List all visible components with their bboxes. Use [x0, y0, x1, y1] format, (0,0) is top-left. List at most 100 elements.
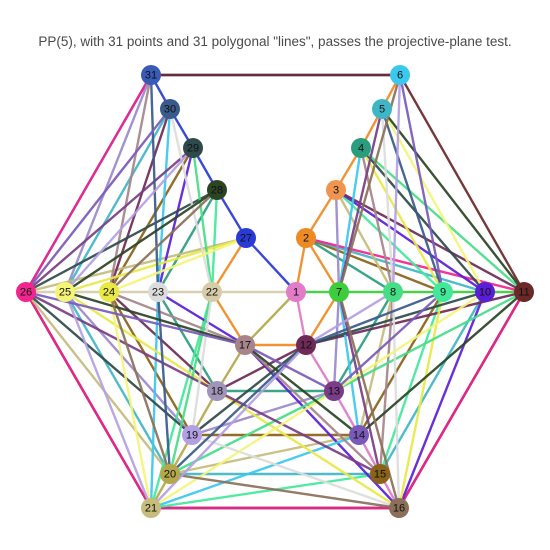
point-14: 14 [349, 425, 369, 445]
point-label: 30 [164, 104, 176, 116]
point-29: 29 [183, 138, 203, 158]
point-5: 5 [372, 99, 392, 119]
point-23: 23 [148, 282, 168, 302]
point-marker [148, 282, 168, 302]
point-31: 31 [141, 65, 161, 85]
point-marker [372, 99, 392, 119]
line-26 [149, 73, 445, 476]
point-label: 8 [390, 287, 396, 299]
point-marker [514, 282, 534, 302]
point-marker [236, 228, 256, 248]
point-27: 27 [236, 228, 256, 248]
line-19 [149, 107, 363, 510]
point-label: 31 [145, 70, 157, 82]
point-label: 29 [187, 143, 199, 155]
point-label: 15 [374, 469, 386, 481]
point-marker [235, 335, 255, 355]
point-marker [207, 381, 227, 401]
point-marker [349, 425, 369, 445]
point-label: 3 [333, 185, 339, 197]
point-26: 26 [16, 282, 36, 302]
point-marker [183, 138, 203, 158]
line-9 [210, 236, 341, 347]
point-8: 8 [383, 282, 403, 302]
point-3: 3 [326, 180, 346, 200]
point-2: 2 [296, 228, 316, 248]
point-label: 19 [186, 430, 198, 442]
line-18 [107, 107, 526, 393]
point-label: 25 [59, 287, 71, 299]
line-24 [24, 107, 384, 476]
line-25 [168, 107, 401, 510]
point-label: 12 [300, 340, 312, 352]
point-marker [160, 99, 180, 119]
point-label: 17 [239, 340, 251, 352]
point-label: 26 [20, 287, 32, 299]
point-marker [370, 464, 390, 484]
point-label: 13 [328, 386, 340, 398]
point-label: 21 [145, 503, 157, 515]
point-label: 1 [293, 287, 299, 299]
point-marker [326, 180, 346, 200]
point-1: 1 [286, 282, 306, 302]
point-label: 28 [211, 185, 223, 197]
point-marker [182, 425, 202, 445]
line-27 [107, 107, 487, 510]
point-marker [296, 228, 316, 248]
line-20 [107, 73, 395, 476]
line-17 [156, 146, 487, 510]
point-15: 15 [370, 464, 390, 484]
line-10 [156, 188, 395, 393]
point-label: 22 [206, 287, 218, 299]
point-10: 10 [475, 282, 495, 302]
point-marker [475, 282, 495, 302]
point-17: 17 [235, 335, 255, 355]
point-marker [99, 282, 119, 302]
point-marker [202, 282, 222, 302]
point-label: 7 [336, 287, 342, 299]
line-30 [63, 73, 402, 510]
point-label: 27 [240, 233, 252, 245]
point-marker [286, 282, 306, 302]
point-marker [141, 65, 161, 85]
point-marker [16, 282, 36, 302]
point-marker [296, 335, 316, 355]
point-19: 19 [182, 425, 202, 445]
point-label: 11 [518, 287, 529, 299]
point-marker [329, 282, 349, 302]
point-4: 4 [351, 138, 371, 158]
line-31 [24, 73, 445, 393]
point-6: 6 [390, 65, 410, 85]
point-marker [207, 180, 227, 200]
point-marker [383, 282, 403, 302]
point-13: 13 [324, 381, 344, 401]
point-marker [160, 464, 180, 484]
point-marker [55, 282, 75, 302]
point-24: 24 [99, 282, 119, 302]
point-label: 18 [211, 386, 223, 398]
point-18: 18 [207, 381, 227, 401]
point-label: 14 [353, 430, 365, 442]
point-label: 20 [164, 469, 176, 481]
point-label: 23 [152, 287, 164, 299]
point-16: 16 [389, 498, 409, 518]
line-16 [149, 188, 445, 510]
point-label: 10 [479, 287, 491, 299]
point-label: 6 [397, 70, 403, 82]
point-label: 4 [358, 143, 364, 155]
point-marker [390, 65, 410, 85]
line-22 [24, 146, 487, 437]
point-30: 30 [160, 99, 180, 119]
line-29 [107, 73, 402, 510]
diagram-caption: PP(5), with 31 points and 31 polygonal "… [38, 34, 512, 49]
point-label: 9 [440, 287, 446, 299]
point-11: 11 [514, 282, 534, 302]
line-21 [63, 146, 445, 510]
line-14 [63, 73, 341, 437]
point-marker [141, 498, 161, 518]
point-label: 16 [393, 503, 405, 515]
point-22: 22 [202, 282, 222, 302]
line-23 [168, 146, 526, 476]
